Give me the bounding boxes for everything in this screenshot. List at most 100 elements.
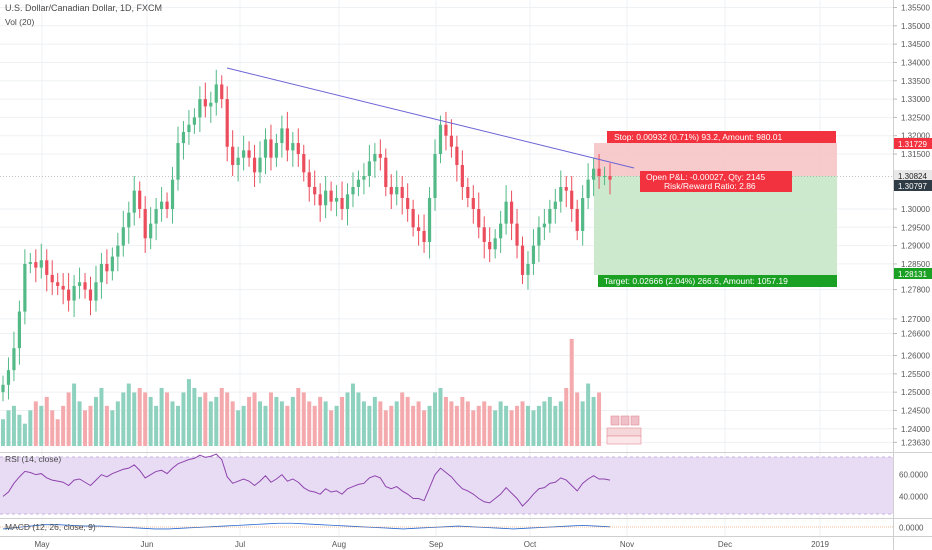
volume-label[interactable]: Vol (20) [5, 17, 34, 27]
candle-body [378, 154, 382, 158]
volume-bar [241, 405, 246, 446]
candle-body [94, 282, 98, 301]
price-axis[interactable]: 1.23630 1.24000 1.24500 1.25000 1.25500 1.260… [893, 3, 930, 533]
volume-bar [252, 392, 257, 446]
stop-label: Stop: 0.00932 (0.71%) 93.2, Amount: 980.… [607, 131, 836, 143]
trendline[interactable] [226, 67, 635, 169]
volume-bar [345, 392, 350, 446]
candle-body [50, 274, 54, 283]
price-tick-label: 1.35000 [901, 22, 930, 31]
candle-body [493, 238, 497, 250]
candle-body [466, 187, 470, 198]
candle-body [149, 223, 153, 239]
volume-bar [301, 392, 306, 446]
price-tick-label: 1.25500 [901, 370, 930, 379]
volume-bar [356, 392, 361, 446]
stop-zone[interactable] [594, 143, 837, 176]
volume-bar [143, 392, 148, 446]
volume-bar [247, 396, 252, 446]
price-tag-stop-text: 1.31729 [898, 140, 927, 149]
candle-body [334, 197, 339, 202]
target-label: Target: 0.02666 (2.04%) 266.6, Amount: 1… [598, 275, 837, 287]
volume-bar [564, 388, 569, 446]
candle-body [340, 197, 344, 209]
price-tick-label: 1.35500 [901, 3, 930, 12]
volume-bar [498, 401, 503, 446]
volume-bar [115, 401, 120, 446]
candle-body [242, 150, 246, 158]
volume-bar [110, 410, 115, 446]
price-tick-label: 1.27000 [901, 315, 930, 324]
volume-bar [33, 401, 38, 446]
time-tick-label: Dec [718, 540, 732, 549]
volume-bar [329, 410, 334, 446]
candle-body [105, 263, 109, 272]
candle-body [597, 168, 601, 177]
time-axis[interactable]: May Jun Jul Aug Sep Oct Nov Dec 2019 [34, 540, 829, 549]
volume-bar [6, 410, 11, 446]
event-markers[interactable] [606, 415, 642, 445]
volume-bar [268, 392, 273, 446]
price-tick-label: 1.24000 [901, 425, 930, 434]
candle-body [280, 128, 284, 144]
volume-bar [542, 401, 547, 446]
candle-body [417, 227, 421, 231]
volume-bar [186, 379, 191, 446]
volume-bar [449, 401, 454, 446]
candle-body [499, 223, 503, 239]
stop-label-text: Stop: 0.00932 (0.71%) 93.2, Amount: 980.… [614, 132, 783, 142]
volume-bar [389, 405, 394, 446]
volume-bar [586, 383, 591, 446]
candle-body [269, 139, 273, 158]
candle-body [159, 201, 164, 209]
volume-bar [591, 396, 596, 446]
candle-body [318, 194, 322, 206]
price-tick-label: 1.34000 [901, 58, 930, 67]
volume-bar [471, 410, 476, 446]
volume-bar [427, 405, 432, 446]
volume-bar [285, 405, 290, 446]
candle-body [17, 311, 22, 349]
price-tick-label: 1.28500 [901, 260, 930, 269]
volume-bar [11, 405, 16, 446]
candle-body [165, 201, 169, 209]
candle-body [449, 135, 454, 147]
volume-bar [400, 392, 405, 446]
candle-body [455, 146, 459, 166]
macd-label[interactable]: MACD (12, 26, close, 9) [5, 522, 96, 532]
volume-bar [515, 405, 520, 446]
volume-bar [175, 405, 180, 446]
candle-body [203, 99, 207, 107]
candle-body [608, 176, 612, 180]
rsi-pane-band [0, 457, 893, 514]
candle-body [45, 260, 49, 275]
volume-bar [547, 396, 552, 446]
candle-body [591, 168, 596, 180]
candle-body [170, 179, 175, 209]
volume-bar [383, 410, 388, 446]
volume-bar [460, 396, 465, 446]
volume-bar [340, 396, 345, 446]
candle-body [602, 176, 607, 178]
target-label-text: Target: 0.02666 (2.04%) 266.6, Amount: 1… [604, 276, 788, 286]
candle-body [307, 172, 311, 187]
rsi-label[interactable]: RSI (14, close) [5, 454, 61, 464]
candle-body [356, 179, 361, 187]
symbol-title[interactable]: U.S. Dollar/Canadian Dollar, 1D, FXCM [5, 3, 162, 13]
candle-body [575, 208, 579, 231]
candle-body [198, 99, 202, 118]
candle-body [570, 190, 574, 209]
candle-body [537, 227, 541, 246]
volume-bar [493, 410, 498, 446]
volume-bar [22, 423, 27, 446]
candle-body [302, 154, 306, 173]
volume-bar [39, 405, 44, 446]
price-tick-label: 1.32000 [901, 132, 930, 141]
candle-body [384, 157, 388, 187]
candle-body [296, 143, 300, 155]
volume-bar [454, 405, 459, 446]
price-tick-label: 1.29500 [901, 223, 930, 232]
volume-bar [465, 401, 470, 446]
target-zone[interactable] [594, 176, 837, 275]
